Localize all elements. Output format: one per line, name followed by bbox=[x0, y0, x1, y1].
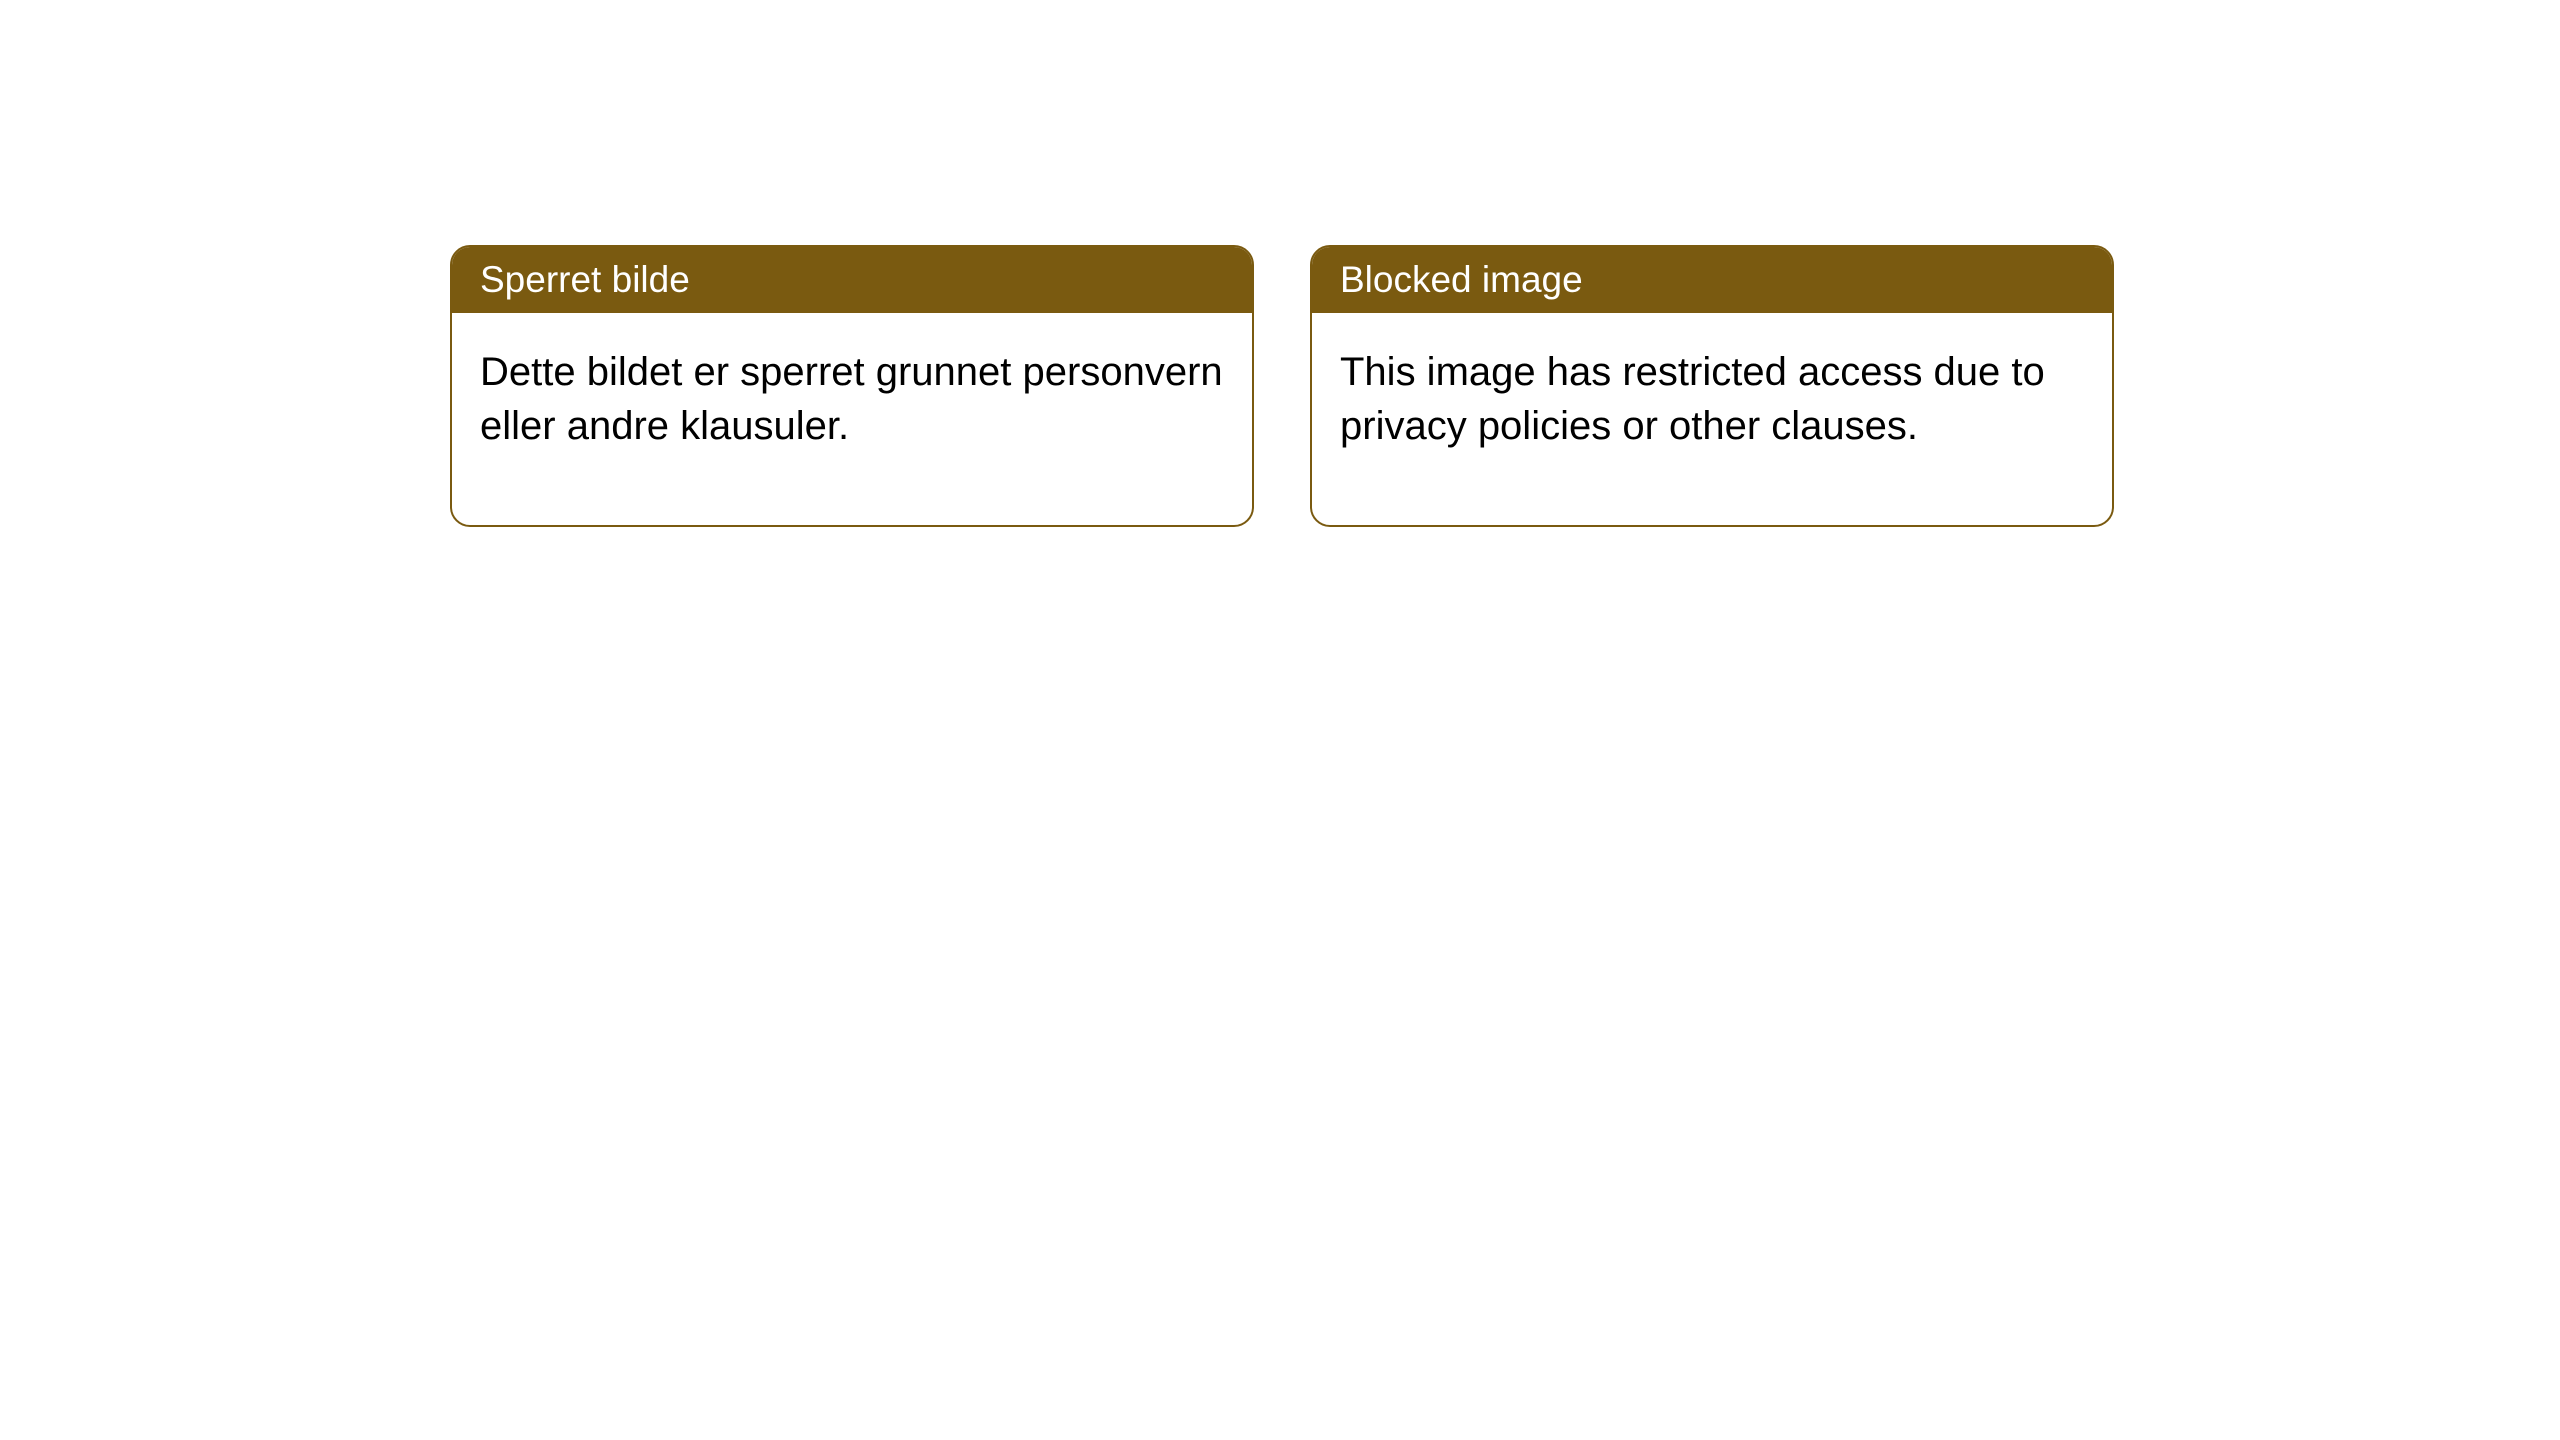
notice-body-text: Dette bildet er sperret grunnet personve… bbox=[480, 350, 1223, 448]
notice-title: Sperret bilde bbox=[480, 259, 690, 300]
notice-header: Blocked image bbox=[1312, 247, 2112, 313]
notice-cards-container: Sperret bilde Dette bildet er sperret gr… bbox=[450, 245, 2114, 527]
notice-body: Dette bildet er sperret grunnet personve… bbox=[452, 313, 1252, 525]
notice-body-text: This image has restricted access due to … bbox=[1340, 350, 2045, 448]
notice-card-english: Blocked image This image has restricted … bbox=[1310, 245, 2114, 527]
notice-card-norwegian: Sperret bilde Dette bildet er sperret gr… bbox=[450, 245, 1254, 527]
notice-header: Sperret bilde bbox=[452, 247, 1252, 313]
notice-body: This image has restricted access due to … bbox=[1312, 313, 2112, 525]
notice-title: Blocked image bbox=[1340, 259, 1583, 300]
